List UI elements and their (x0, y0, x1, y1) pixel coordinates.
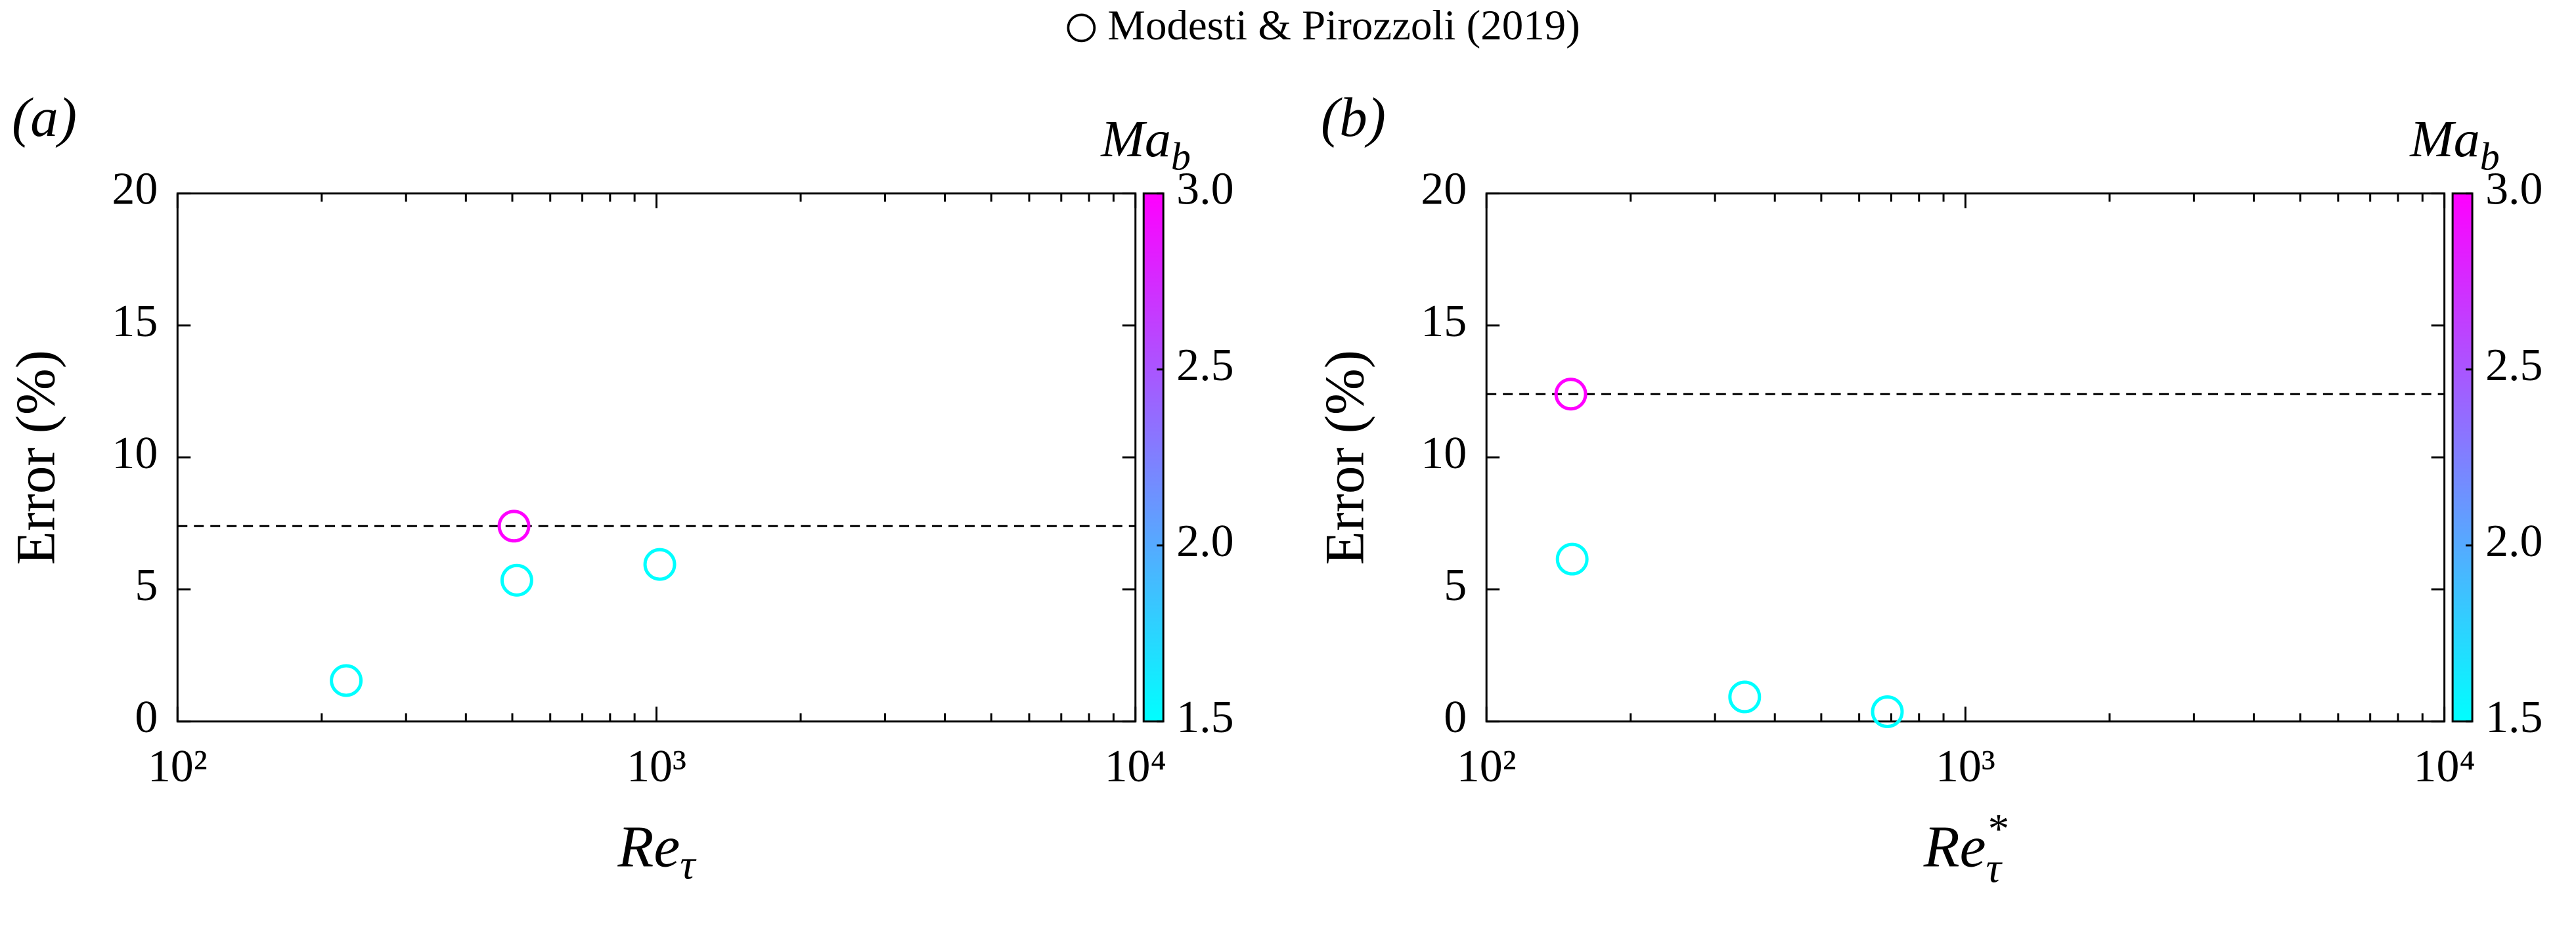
data-point (330, 664, 363, 697)
colorbar-tick-label: 1.5 (2485, 692, 2543, 743)
colorbar (2451, 192, 2474, 723)
colorbar-label-sub: b (1171, 135, 1191, 178)
panel-label: (a) (12, 87, 77, 148)
y-tick-label: 20 (112, 164, 158, 215)
colorbar-tick-label: 2.0 (2485, 516, 2543, 567)
y-tick-label: 0 (135, 692, 158, 743)
x-tick-label: 10³ (1936, 741, 1995, 792)
y-tick-label: 10 (112, 428, 158, 479)
data-point (643, 548, 677, 581)
legend-marker (1067, 13, 1096, 43)
x-axis-label-sub: τ (1986, 845, 2003, 892)
x-axis-label-sub: τ (680, 842, 697, 889)
data-point (1555, 542, 1589, 576)
y-tick-label: 15 (112, 296, 158, 347)
x-axis-label-text: Re (617, 814, 680, 879)
colorbar-tick-label: 3.0 (1176, 164, 1233, 215)
colorbar-tick-label: 3.0 (2485, 164, 2543, 215)
y-tick-label: 5 (1444, 560, 1467, 611)
y-tick-label: 0 (1444, 692, 1467, 743)
x-tick-label: 10³ (627, 741, 686, 792)
colorbar-label: Mab (2409, 110, 2500, 178)
panel-label: (b) (1321, 87, 1386, 148)
x-tick-label: 10⁴ (1105, 741, 1166, 792)
colorbar-label-text: Ma (2409, 110, 2480, 168)
y-axis-label: Error (%) (5, 350, 66, 565)
x-tick-label: 10⁴ (2414, 741, 2476, 792)
y-tick-label: 5 (135, 560, 158, 611)
colorbar-tick-label: 1.5 (1176, 692, 1233, 743)
colorbar-tick-label: 2.5 (1176, 340, 1233, 391)
y-axis-label: Error (%) (1314, 350, 1375, 565)
x-axis-label: Reτ (617, 814, 697, 888)
x-axis-label-sup: * (1986, 806, 2008, 853)
x-tick-label: 10² (148, 741, 208, 792)
data-point (1554, 378, 1588, 411)
colorbar-label-text: Ma (1100, 110, 1171, 168)
legend-label: Modesti & Pirozzoli (2019) (1107, 2, 1580, 49)
colorbar (1142, 192, 1165, 723)
y-tick-label: 20 (1421, 164, 1467, 215)
x-axis-label: Re* τ (1923, 806, 2008, 892)
x-tick-label: 10² (1457, 741, 1517, 792)
colorbar-tick-label: 2.0 (1176, 516, 1233, 567)
data-point (1728, 680, 1762, 714)
data-point (500, 563, 533, 597)
y-tick-label: 15 (1421, 296, 1467, 347)
colorbar-label: Mab (1100, 110, 1191, 178)
x-axis-label-text: Re (1923, 814, 1986, 879)
y-tick-label: 10 (1421, 428, 1467, 479)
colorbar-label-sub: b (2480, 135, 2500, 178)
data-point (1871, 695, 1904, 728)
data-point (497, 510, 531, 543)
colorbar-tick-label: 2.5 (2485, 340, 2543, 391)
